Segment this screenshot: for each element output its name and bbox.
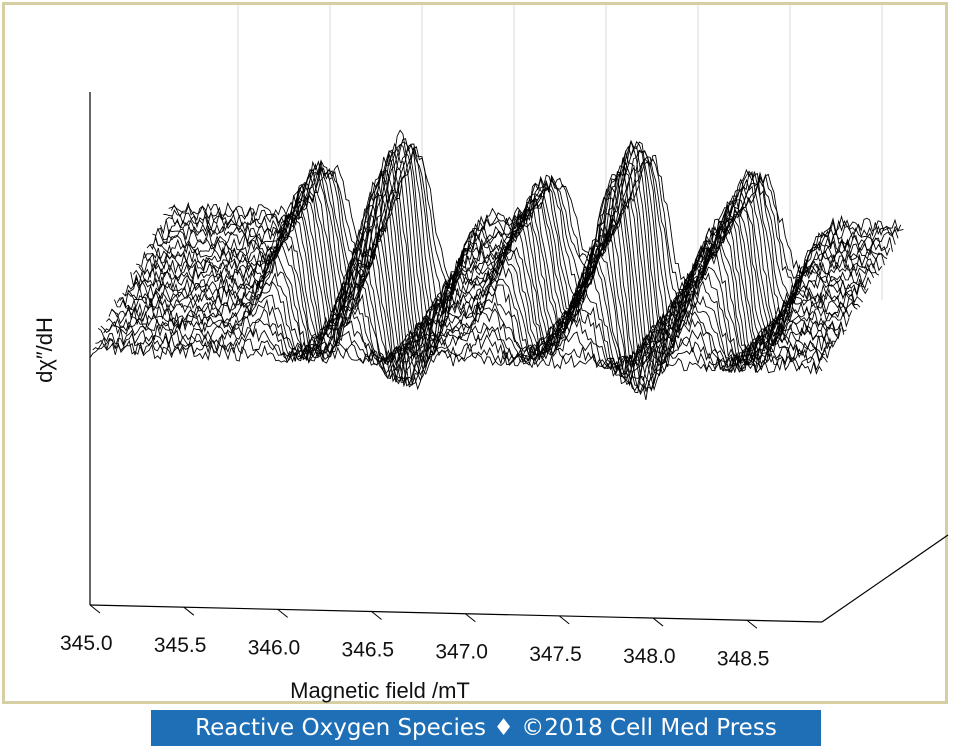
spectrum-trace <box>95 327 828 371</box>
x-tick <box>89 604 101 614</box>
x-tick <box>183 606 195 616</box>
spectrum-trace <box>149 142 883 367</box>
x-tick-label: 347.0 <box>435 641 488 664</box>
x-tick <box>652 617 664 627</box>
spectrum-trace <box>111 254 845 386</box>
spectrum-trace <box>92 336 825 372</box>
x-tick-label: 345.5 <box>154 634 207 657</box>
spectrum-trace <box>100 304 834 378</box>
spectrum-trace <box>108 266 842 385</box>
x-axis-label: Magnetic field /mT <box>290 678 470 703</box>
spectrum-trace <box>116 235 850 387</box>
y-axis-label: dχ″/dH <box>32 317 57 383</box>
axes-walls <box>89 92 949 623</box>
x-tick <box>558 615 570 625</box>
x-axis-ticks: 345.0 345.5 346.0 346.5 347.0 347.5 348.0 348.5 <box>60 604 770 670</box>
spectra-traces <box>89 129 904 400</box>
x-tick-label: 345.0 <box>60 632 113 655</box>
x-tick <box>746 619 758 629</box>
spectrum-trace <box>136 168 869 392</box>
x-axis-line <box>89 604 823 623</box>
x-tick <box>371 611 382 620</box>
x-tick <box>465 613 476 623</box>
copyright-banner: Reactive Oxygen Species ♦ ©2018 Cell Med… <box>151 710 821 746</box>
depth-axis-line <box>821 534 949 623</box>
x-tick-label: 346.5 <box>342 639 395 662</box>
epr-waterfall-chart: 345.0 345.5 346.0 346.5 347.0 347.5 348.0 348.5… <box>32 5 949 703</box>
x-tick-label: 348.0 <box>623 645 676 668</box>
x-tick-label: 347.5 <box>529 643 582 666</box>
x-tick-label: 348.5 <box>717 647 770 670</box>
x-tick <box>277 608 289 618</box>
x-tick-label: 346.0 <box>248 636 301 659</box>
spectrum-trace <box>89 341 823 375</box>
spectrum-trace <box>160 137 893 334</box>
spectrum-trace <box>113 246 847 386</box>
